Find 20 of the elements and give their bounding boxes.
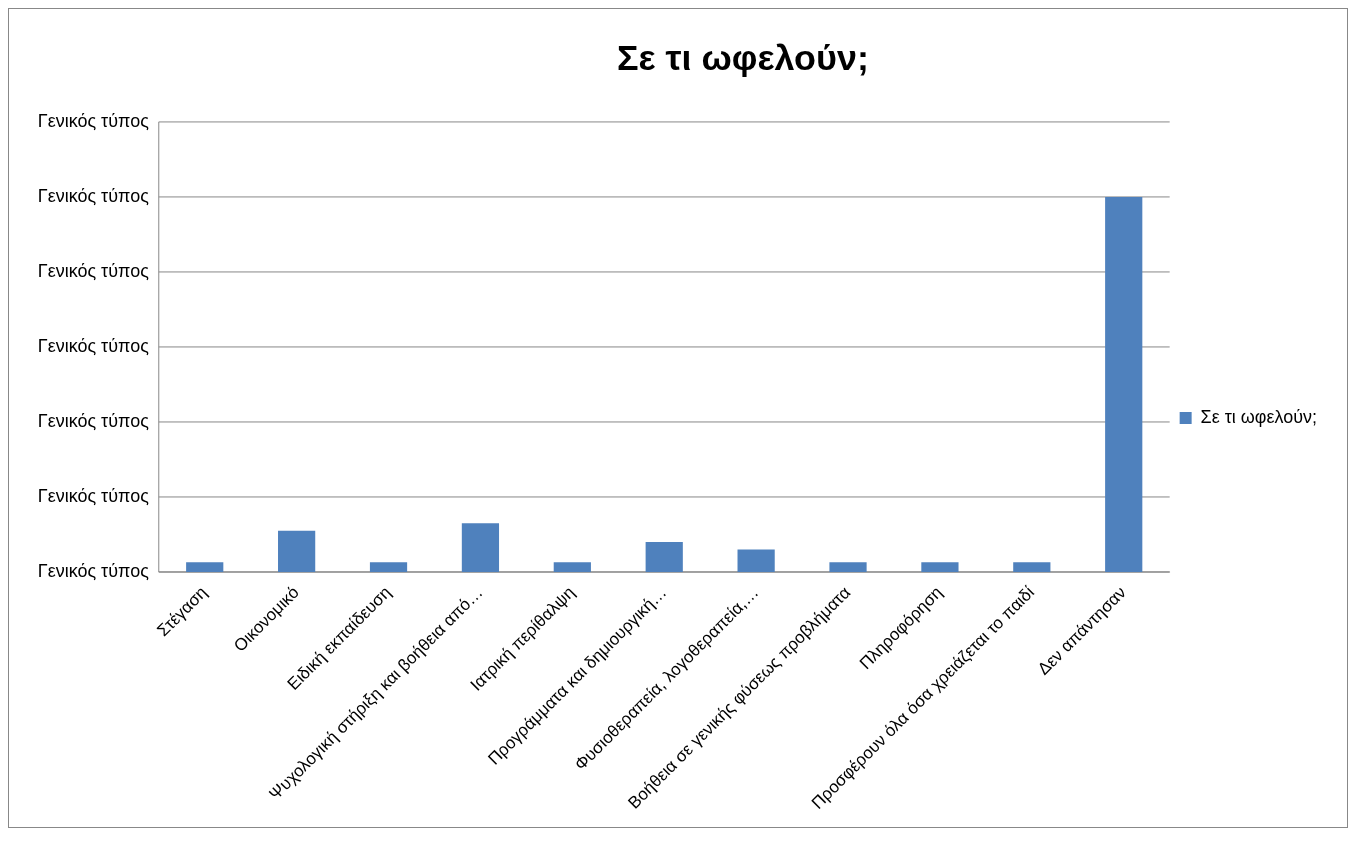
bar — [461, 523, 500, 572]
bar — [278, 530, 316, 572]
chart-title: Σε τι ωφελούν; — [616, 37, 869, 79]
bar — [186, 562, 224, 572]
bar — [553, 562, 591, 572]
bar — [921, 562, 959, 572]
text: Γενικός τύπος — [37, 185, 150, 206]
bar — [1105, 196, 1143, 572]
text: Γενικός τύπος — [37, 260, 150, 281]
legend-label: Σε τι ωφελούν; — [1200, 406, 1317, 427]
text: Γενικός τύπος — [37, 410, 150, 431]
bar — [369, 562, 408, 572]
bar — [645, 541, 683, 572]
text: Γενικός τύπος — [37, 335, 150, 356]
bar — [1013, 562, 1051, 572]
bar — [829, 562, 867, 572]
text: Γενικός τύπος — [37, 560, 150, 581]
text: Γενικός τύπος — [37, 110, 150, 131]
bar — [737, 549, 775, 572]
text: Γενικός τύπος — [37, 485, 150, 506]
